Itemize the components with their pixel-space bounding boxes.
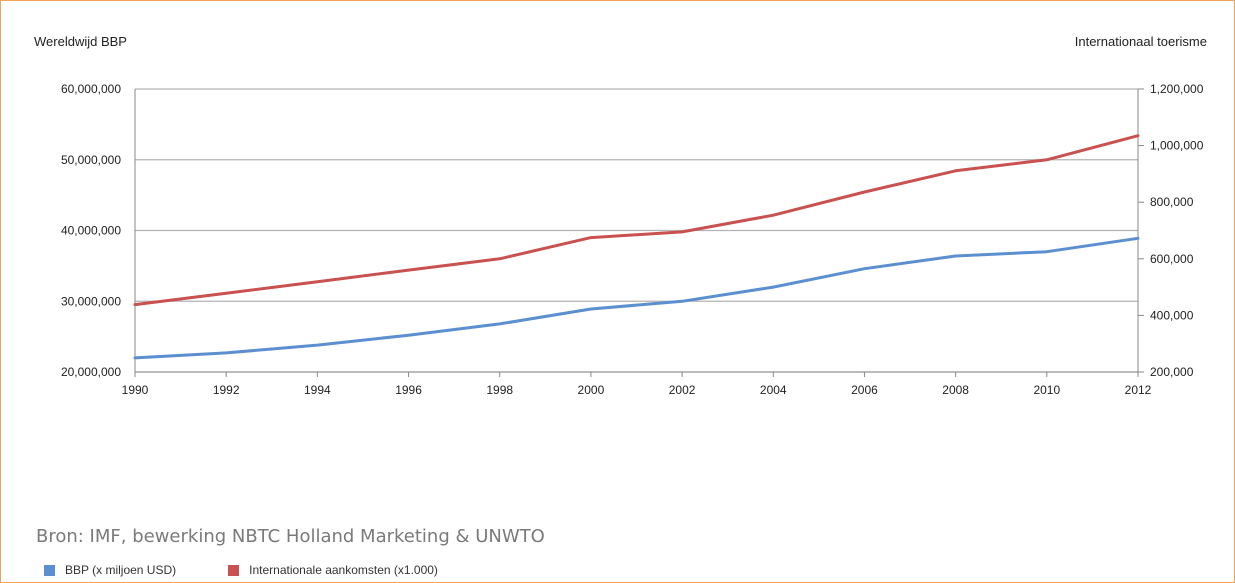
right-tick-label: 600,000 — [1150, 252, 1194, 266]
series-lines — [133, 134, 1140, 360]
x-tick-label: 1998 — [486, 383, 513, 397]
right-tick-label: 200,000 — [1150, 365, 1194, 379]
right-axis-title: Internationaal toerisme — [1074, 34, 1207, 49]
x-tick-label: 1990 — [122, 383, 149, 397]
x-tick-label: 2012 — [1125, 383, 1152, 397]
legend-label-aankomsten: Internationale aankomsten (x1.000) — [249, 563, 438, 577]
legend-item-aankomsten: Internationale aankomsten (x1.000) — [228, 563, 438, 577]
legend: BBP (x miljoen USD) Internationale aanko… — [44, 563, 490, 577]
left-tick-label: 40,000,000 — [61, 224, 121, 238]
axes — [134, 88, 1144, 377]
legend-swatch-aankomsten — [228, 564, 240, 576]
x-tick-label: 1994 — [304, 383, 331, 397]
x-tick-label: 2000 — [578, 383, 605, 397]
left-tick-labels: 20,000,000 30,000,000 40,000,000 50,000,000… — [61, 82, 121, 379]
legend-item-bbp: BBP (x miljoen USD) — [44, 563, 176, 577]
x-tick-label: 2010 — [1033, 383, 1060, 397]
grid-lines — [135, 88, 1138, 373]
x-tick-label: 1992 — [213, 383, 240, 397]
left-tick-label: 60,000,000 — [61, 82, 121, 96]
x-tick-label: 2008 — [942, 383, 969, 397]
x-tick-labels: 1990 1992 1994 1996 1998 2000 2002 2004 2006 2008… — [122, 383, 1152, 397]
series-line-aankomsten — [133, 134, 1140, 307]
source-note: Bron: IMF, bewerking NBTC Holland Market… — [36, 526, 545, 547]
legend-label-bbp: BBP (x miljoen USD) — [65, 563, 177, 577]
right-tick-label: 1,200,000 — [1150, 82, 1204, 96]
left-tick-label: 50,000,000 — [61, 153, 121, 167]
left-axis-title: Wereldwijd BBP — [34, 34, 127, 49]
x-tick-label: 2004 — [760, 383, 787, 397]
right-tick-label: 1,000,000 — [1150, 139, 1204, 153]
left-tick-label: 30,000,000 — [61, 294, 121, 308]
left-tick-label: 20,000,000 — [61, 365, 121, 379]
x-tick-label: 2002 — [669, 383, 696, 397]
right-tick-label: 400,000 — [1150, 308, 1194, 322]
series-line-bbp — [133, 236, 1140, 360]
right-tick-label: 800,000 — [1150, 195, 1194, 209]
x-tick-label: 1996 — [395, 383, 422, 397]
right-tick-labels: 200,000 400,000 600,000 800,000 1,000,000 1,2… — [1150, 82, 1204, 379]
x-tick-label: 2006 — [851, 383, 878, 397]
legend-swatch-bbp — [44, 564, 55, 576]
